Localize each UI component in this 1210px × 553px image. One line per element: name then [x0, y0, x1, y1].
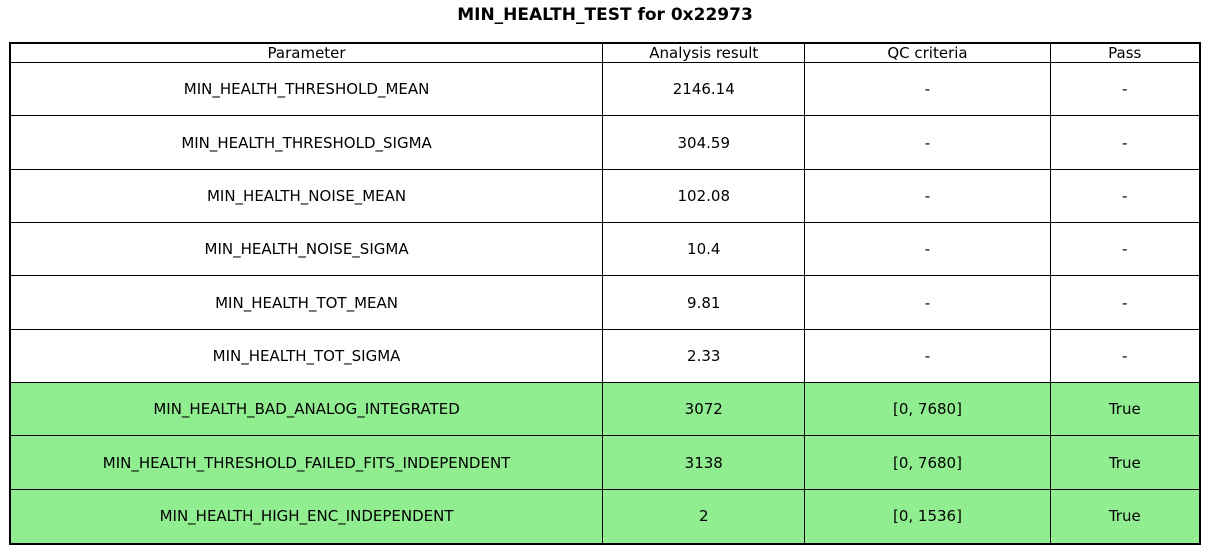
cell-parameter: MIN_HEALTH_NOISE_SIGMA	[9, 222, 604, 277]
cell-analysis-result: 9.81	[602, 275, 806, 330]
qc-results-table: Parameter Analysis result QC criteria Pa…	[9, 42, 1201, 545]
cell-pass: True	[1049, 435, 1201, 490]
cell-analysis-result: 2	[602, 488, 806, 545]
cell-analysis-result: 2146.14	[602, 61, 806, 117]
table-row: MIN_HEALTH_NOISE_SIGMA 10.4 - -	[9, 222, 1201, 277]
table-row-passed: MIN_HEALTH_BAD_ANALOG_INTEGRATED 3072 [0…	[9, 382, 1201, 437]
cell-analysis-result: 102.08	[602, 168, 806, 224]
cell-pass: -	[1049, 275, 1201, 330]
cell-qc-criteria: [0, 1536]	[804, 488, 1051, 545]
cell-pass: -	[1049, 61, 1201, 117]
cell-parameter: MIN_HEALTH_NOISE_MEAN	[9, 168, 604, 224]
cell-parameter: MIN_HEALTH_TOT_SIGMA	[9, 328, 604, 384]
table-row: MIN_HEALTH_NOISE_MEAN 102.08 - -	[9, 168, 1201, 224]
table-row: MIN_HEALTH_TOT_MEAN 9.81 - -	[9, 275, 1201, 330]
cell-analysis-result: 10.4	[602, 222, 806, 277]
cell-analysis-result: 3072	[602, 382, 806, 437]
cell-analysis-result: 2.33	[602, 328, 806, 384]
cell-parameter: MIN_HEALTH_TOT_MEAN	[9, 275, 604, 330]
column-header-analysis-result: Analysis result	[602, 42, 806, 63]
column-header-parameter: Parameter	[9, 42, 604, 63]
table-row-passed: MIN_HEALTH_THRESHOLD_FAILED_FITS_INDEPEN…	[9, 435, 1201, 490]
table-row-passed: MIN_HEALTH_HIGH_ENC_INDEPENDENT 2 [0, 15…	[9, 488, 1201, 545]
cell-pass: -	[1049, 328, 1201, 384]
table-row: MIN_HEALTH_THRESHOLD_SIGMA 304.59 - -	[9, 115, 1201, 170]
table-row: MIN_HEALTH_TOT_SIGMA 2.33 - -	[9, 328, 1201, 384]
cell-qc-criteria: [0, 7680]	[804, 435, 1051, 490]
table-header-row: Parameter Analysis result QC criteria Pa…	[9, 42, 1201, 63]
cell-pass: True	[1049, 488, 1201, 545]
column-header-pass: Pass	[1049, 42, 1201, 63]
cell-parameter: MIN_HEALTH_THRESHOLD_FAILED_FITS_INDEPEN…	[9, 435, 604, 490]
cell-pass: -	[1049, 168, 1201, 224]
cell-pass: -	[1049, 115, 1201, 170]
cell-qc-criteria: -	[804, 168, 1051, 224]
cell-parameter: MIN_HEALTH_BAD_ANALOG_INTEGRATED	[9, 382, 604, 437]
cell-pass: -	[1049, 222, 1201, 277]
cell-qc-criteria: -	[804, 115, 1051, 170]
cell-qc-criteria: -	[804, 61, 1051, 117]
column-header-qc-criteria: QC criteria	[804, 42, 1051, 63]
table-row: MIN_HEALTH_THRESHOLD_MEAN 2146.14 - -	[9, 61, 1201, 117]
cell-parameter: MIN_HEALTH_HIGH_ENC_INDEPENDENT	[9, 488, 604, 545]
cell-analysis-result: 304.59	[602, 115, 806, 170]
cell-qc-criteria: -	[804, 275, 1051, 330]
cell-parameter: MIN_HEALTH_THRESHOLD_MEAN	[9, 61, 604, 117]
cell-qc-criteria: [0, 7680]	[804, 382, 1051, 437]
cell-parameter: MIN_HEALTH_THRESHOLD_SIGMA	[9, 115, 604, 170]
cell-qc-criteria: -	[804, 222, 1051, 277]
cell-pass: True	[1049, 382, 1201, 437]
cell-qc-criteria: -	[804, 328, 1051, 384]
cell-analysis-result: 3138	[602, 435, 806, 490]
page-title: MIN_HEALTH_TEST for 0x22973	[457, 5, 753, 25]
